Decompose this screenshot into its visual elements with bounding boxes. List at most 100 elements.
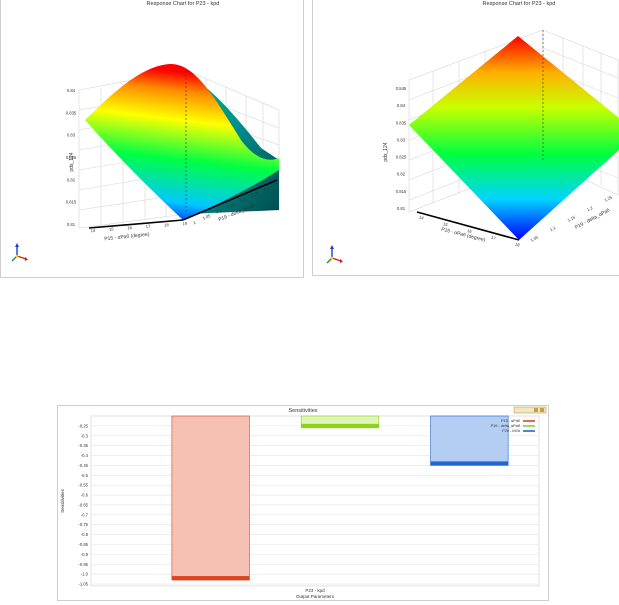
z-axis-label: pds_124 [69, 152, 75, 171]
bar [430, 415, 509, 466]
z-tick-label: 0.84 [67, 88, 76, 93]
z-axis-label: pds_124 [383, 142, 389, 161]
response-chart-left: Response Chart for P23 - kpd 0.81 0.815 0.… [0, 0, 304, 278]
z-tick-label: 0.815 [66, 200, 77, 205]
z-tick-label: 0.815 [396, 189, 407, 194]
x-tick-label: 16 [466, 228, 472, 234]
y-tick-label: 1.2 [239, 196, 247, 203]
y-tick-label: 1.25 [250, 190, 260, 198]
z-tick-labels: 0.81 0.815 0.82 0.825 0.83 0.835 0.84 [66, 88, 77, 227]
z-tick-label: 0.82 [67, 177, 76, 182]
y-tick-label: 1.05 [530, 234, 540, 243]
y-tick-label: -0.6 [81, 493, 89, 498]
y-tick-label: 1.15 [226, 202, 236, 210]
y-tick-label: -0.95 [78, 562, 88, 567]
y-tick-label: -0.8 [81, 532, 89, 537]
z-tick-label: 0.81 [397, 206, 406, 211]
orientation-triad-icon [11, 243, 28, 262]
z-tick-label: 0.835 [66, 110, 77, 115]
y-tick-label: 1.1 [215, 208, 223, 215]
chart-toolbar[interactable] [513, 406, 547, 414]
y-tick-label: 1.25 [604, 194, 614, 203]
z-tick-label: 0.83 [397, 137, 406, 142]
z-tick-label: 0.82 [397, 172, 406, 177]
bars [171, 415, 509, 581]
x-axis-label: P15 - αРаб (degree) [104, 232, 150, 243]
z-tick-labels: 0.81 0.815 0.82 0.825 0.83 0.835 0.84 0.845 [396, 86, 407, 211]
surface-top [409, 36, 619, 240]
y-tick-label: -0.5 [81, 473, 89, 478]
sensitivities-bar-svg: Sensitivities -0.25-0.3-0.35-0.4-0.45-0.… [60, 406, 547, 599]
y-tick-label: -0.9 [81, 552, 89, 557]
y-tick-label: 1.1 [549, 225, 557, 232]
response-surface-right-svg: Response Chart for P23 - kpd 0.810.8150.… [326, 1, 619, 264]
surface-top [85, 64, 279, 220]
bar-cap [171, 576, 250, 581]
z-tick-label: 0.83 [67, 133, 76, 138]
response-surface-left-svg: Response Chart for P23 - kpd 0.810.8150.… [11, 1, 280, 262]
y-tick-label: -0.75 [78, 522, 88, 527]
x-tick-label: 19 [182, 221, 188, 227]
y-tick-label: 1 [192, 220, 197, 226]
axis-x-line [88, 219, 184, 229]
y-tick-label: -0.25 [78, 423, 88, 428]
response-chart-right: Response Chart for P23 - kpd 0.81 0.815 0.… [312, 0, 619, 276]
z-tick-label: 0.835 [396, 120, 407, 125]
x-tick-labels: 14 15 16 17 18 [418, 215, 520, 248]
y-tick-label: -0.55 [78, 483, 88, 488]
bar [300, 415, 380, 429]
x-tick-label: 15 [442, 221, 448, 227]
chart-title: Sensitivities [288, 408, 317, 414]
axis-x-line [416, 211, 520, 241]
y-tick-label: -0.85 [78, 542, 88, 547]
chart-title: Response Chart for P23 - kpd [147, 1, 220, 7]
y-tick-label: 1.2 [586, 205, 594, 212]
x-axis-label: Output Parameters [296, 594, 335, 599]
zoom-icon[interactable] [534, 408, 538, 412]
y-tick-label: -0.45 [78, 463, 88, 468]
y-tick-label: -1.05 [78, 582, 88, 587]
y-tick-labels: 1 1.051.11.151.21.251.3 [192, 185, 270, 225]
bar-cap [301, 423, 379, 428]
x-tick-label: 16 [127, 225, 133, 231]
legend-label: P15 - αРаб [501, 419, 521, 423]
y-tick-labels: 1.05 1.1 1.15 1.2 1.25 [530, 194, 614, 243]
legend-label: P20 - kWd [502, 429, 520, 433]
grid-lines [91, 425, 539, 585]
x-tick-label: 15 [109, 226, 115, 232]
z-tick-label: 0.825 [66, 155, 77, 160]
chart-title: Response Chart for P23 - kpd [483, 1, 556, 7]
y-tick-label: -0.4 [81, 453, 89, 458]
x-tick-labels: 14 15 16 17 18 19 [90, 221, 188, 234]
y-tick-label: 1.15 [567, 214, 577, 223]
y-tick-label: -0.7 [81, 512, 89, 517]
y-tick-label: 1.3 [263, 185, 271, 192]
z-tick-label: 0.845 [396, 86, 407, 91]
legend-label: P19 - delta_αРаб [491, 424, 521, 428]
y-tick-label: -1.0 [81, 572, 89, 577]
x-tick-label: 17 [145, 224, 151, 230]
z-tick-label: 0.81 [67, 222, 76, 227]
export-icon[interactable] [540, 408, 544, 412]
y-tick-labels: -0.25 -0.3 -0.35 -0.4 -0.45 -0.5 -0.55 -0.6 -0.6… [78, 423, 88, 586]
x-tick-label: 18 [514, 242, 520, 248]
category-label: P23 - kpd [305, 588, 325, 593]
x-tick-label: 14 [418, 215, 424, 221]
y-axis-label: Sensitivities [60, 488, 65, 513]
y-tick-label: 1.05 [202, 213, 212, 221]
sensitivities-chart: Sensitivities -0.25 -0.3 -0.35 -0.4 -0.45 -0.… [57, 405, 549, 601]
bar [171, 415, 250, 581]
z-tick-label: 0.84 [397, 103, 406, 108]
orientation-triad-icon [326, 245, 343, 264]
x-tick-label: 14 [90, 228, 96, 234]
y-tick-label: -0.65 [78, 502, 88, 507]
y-tick-label: -0.3 [81, 433, 89, 438]
y-axis-label: P19 - delta_αРаб [574, 207, 611, 231]
x-tick-label: 18 [164, 222, 170, 228]
axis-y-line [182, 179, 278, 221]
y-tick-label: -0.35 [78, 443, 88, 448]
x-tick-label: 17 [490, 235, 496, 241]
bar-cap [430, 461, 509, 466]
z-tick-label: 0.825 [396, 155, 407, 160]
